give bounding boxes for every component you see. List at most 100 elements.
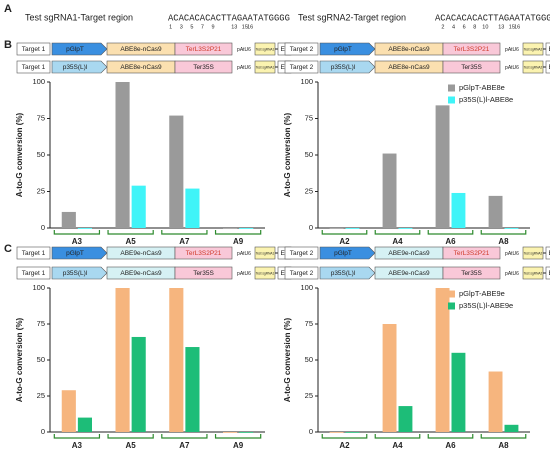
- category-bracket: [374, 230, 421, 235]
- y-tick-label: 50: [305, 355, 313, 364]
- category-bracket: [214, 230, 262, 235]
- position-number: 9: [212, 24, 215, 30]
- bar: [185, 188, 200, 228]
- y-tick-label: 25: [305, 391, 313, 400]
- y-tick-label: 75: [305, 319, 313, 328]
- construct-part: [284, 60, 319, 74]
- position-number: 15: [242, 24, 248, 30]
- construct-label: ABE8e-nCas9: [388, 46, 430, 53]
- pam: GGG: [541, 13, 550, 23]
- bar: [223, 432, 238, 433]
- construct-label: TerL3S2P21: [454, 46, 490, 53]
- bar: [451, 352, 466, 432]
- construct-label: Ter35S: [461, 270, 482, 277]
- construct-label: p35S(L)l: [331, 270, 356, 277]
- construct-label: EL: [281, 46, 289, 53]
- construct-label: EL: [549, 64, 550, 71]
- construct-label: pAtU6: [505, 65, 519, 71]
- legend-swatch: [448, 290, 455, 298]
- bar: [345, 432, 360, 433]
- construct-part: [545, 246, 550, 260]
- construct-label: pAtU6: [237, 251, 251, 257]
- position-number: 10: [482, 24, 488, 30]
- y-tick-label: 100: [300, 283, 313, 292]
- construct-label: ABE8e-nCas9: [120, 46, 162, 53]
- construct-part: [174, 246, 233, 260]
- bar: [115, 82, 130, 228]
- category-bracket: [321, 230, 368, 235]
- y-tick-label: 100: [300, 77, 313, 86]
- construct-label: Target 1: [22, 270, 46, 277]
- construct-label: pGlpT: [334, 46, 352, 53]
- construct-label: ABE8e-nCas9: [120, 64, 162, 71]
- x-tick-label: A9: [233, 441, 244, 450]
- y-tick-label: 25: [37, 391, 45, 400]
- construct-part: [442, 42, 501, 56]
- x-tick-label: A2: [339, 441, 350, 450]
- construct-label: Target 2: [290, 64, 314, 71]
- bar: [329, 432, 344, 433]
- y-tick-label: 50: [305, 150, 313, 159]
- x-tick-label: A5: [126, 441, 137, 450]
- promoter-arrow: [51, 60, 108, 74]
- y-axis-label: A-to-G conversion (%): [283, 112, 292, 197]
- construct-label: Ter35S: [461, 64, 482, 71]
- construct-label: EL: [281, 270, 289, 277]
- y-tick-label: 0: [309, 427, 313, 436]
- construct-label: Ter35S: [193, 270, 214, 277]
- legend-swatch: [448, 302, 455, 310]
- construct-part: [174, 266, 233, 280]
- promoter-arrow: [319, 246, 376, 260]
- construct-label: p35S(L)l: [63, 270, 88, 277]
- position-number: 15: [509, 24, 515, 30]
- bar: [488, 195, 503, 228]
- construct-label: TerL3S2P21: [186, 250, 222, 257]
- construct-label: Target 2: [290, 46, 314, 53]
- panel-label: C: [4, 243, 12, 255]
- panel-label: A: [4, 3, 12, 15]
- construct-label: p35S(L)l: [331, 64, 356, 71]
- y-tick-label: 75: [37, 319, 45, 328]
- y-tick-label: 100: [32, 283, 45, 292]
- construct-label: Test sgRNA1: [256, 47, 275, 51]
- construct-label: ABE9e-nCas9: [120, 250, 162, 257]
- x-tick-label: A6: [445, 441, 456, 450]
- promoter-arrow: [51, 266, 108, 280]
- bar: [185, 347, 200, 432]
- construct-label: pGlpT: [66, 250, 84, 257]
- construct-label: Target 1: [22, 46, 46, 53]
- position-number: 3: [180, 24, 183, 30]
- construct-label: pAtU6: [237, 47, 251, 53]
- category-bracket: [161, 230, 208, 235]
- category-bracket: [53, 230, 101, 235]
- construct-label: Target 2: [290, 270, 314, 277]
- category-bracket: [107, 434, 154, 439]
- y-axis-label: A-to-G conversion (%): [15, 317, 24, 402]
- bar: [169, 115, 184, 228]
- x-tick-label: A9: [233, 237, 244, 246]
- bar: [398, 228, 413, 229]
- legend-label: p35S(L)l-ABE9e: [459, 301, 513, 310]
- construct-part: [545, 266, 550, 280]
- construct-label: ABE9e-nCas9: [388, 250, 430, 257]
- x-tick-label: A4: [392, 237, 403, 246]
- construct-label: pAtU6: [505, 47, 519, 53]
- y-tick-label: 75: [305, 113, 313, 122]
- y-tick-label: 50: [37, 150, 45, 159]
- y-tick-label: 75: [37, 113, 45, 122]
- bar: [239, 228, 254, 229]
- construct-label: Test sgRNA1: [256, 65, 275, 69]
- construct-label: EL: [549, 46, 550, 53]
- construct-label: pAtU6: [505, 271, 519, 277]
- y-tick-label: 0: [41, 427, 45, 436]
- construct-part: [545, 60, 550, 74]
- construct-label: Target 2: [290, 250, 314, 257]
- construct-part: [16, 246, 51, 260]
- x-tick-label: A8: [498, 441, 509, 450]
- position-number: 2: [441, 24, 444, 30]
- y-tick-label: 0: [41, 223, 45, 232]
- bar: [398, 406, 413, 432]
- construct-part: [174, 42, 233, 56]
- construct-label: pGlpT: [66, 46, 84, 53]
